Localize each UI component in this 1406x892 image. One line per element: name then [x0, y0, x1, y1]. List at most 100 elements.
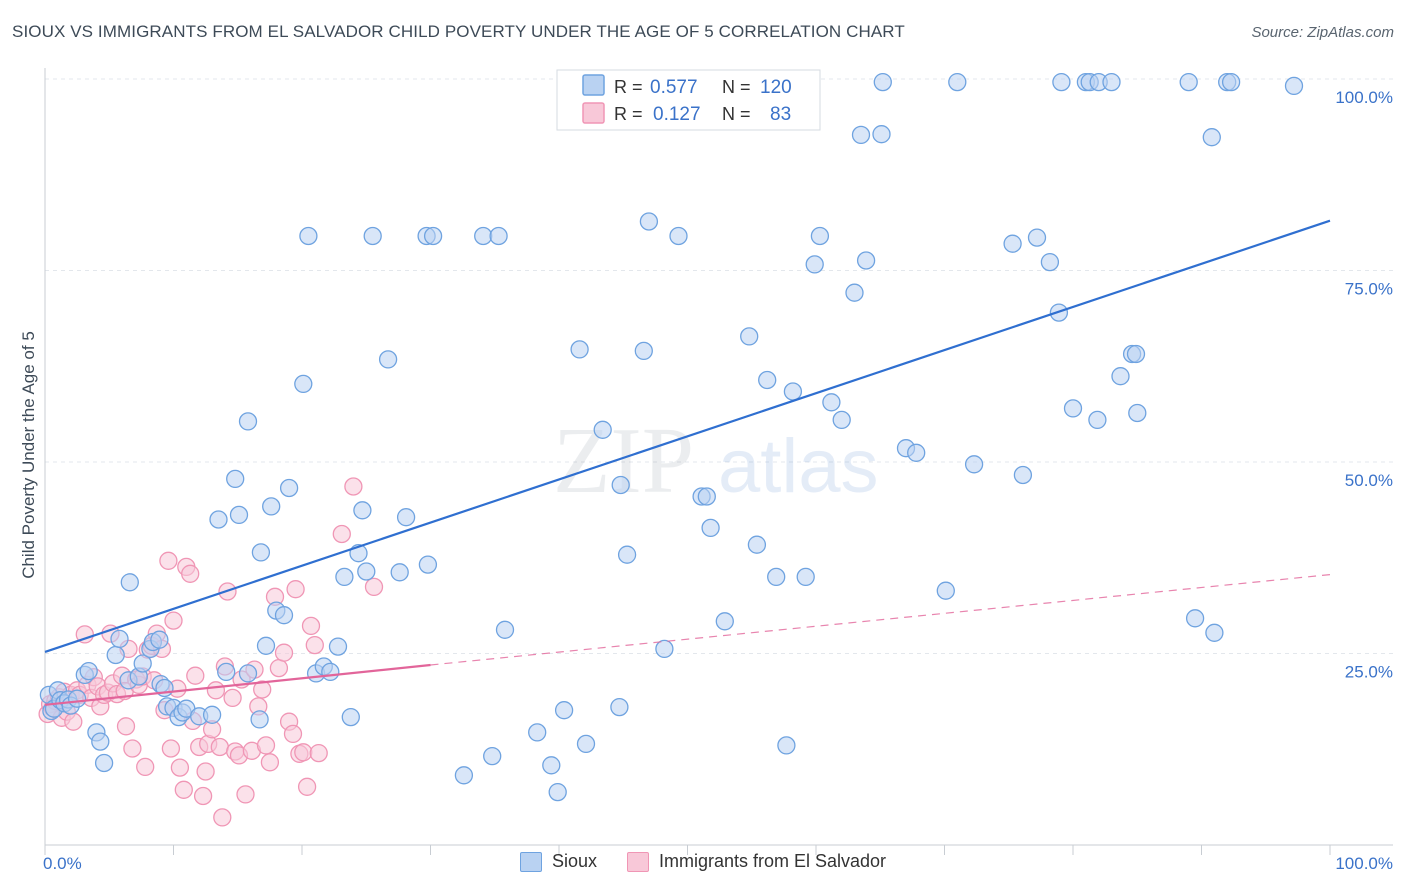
sioux-point-107 — [1003, 234, 1022, 253]
sioux-point-94 — [810, 226, 830, 246]
y-tick-label-3: 100.0% — [1335, 88, 1393, 107]
immigrants-point-25 — [116, 717, 136, 736]
immigrants-point-31 — [136, 757, 155, 777]
sioux-point-92 — [796, 567, 815, 587]
immigrants-point-77 — [297, 777, 317, 796]
sioux-point-78 — [634, 341, 653, 361]
sioux-point-8 — [67, 689, 87, 708]
sioux-point-119 — [1111, 367, 1130, 386]
sioux-point-88 — [758, 370, 777, 390]
series-legend: Sioux Immigrants from El Salvador — [0, 851, 1406, 872]
sioux-point-66 — [489, 226, 508, 246]
sioux-point-100 — [872, 125, 891, 144]
immigrants-point-12 — [75, 625, 94, 644]
immigrants-point-54 — [210, 737, 229, 757]
legend-label-sioux: Sioux — [551, 851, 597, 871]
y-tick-labels: 25.0% 50.0% 75.0% 100.0% — [1335, 88, 1393, 682]
chart-title: SIOUX VS IMMIGRANTS FROM EL SALVADOR CHI… — [12, 22, 905, 41]
legend-item-immigrants[interactable]: Immigrants from El Salvador — [626, 851, 886, 872]
sioux-point-57 — [378, 350, 398, 369]
immigrants-point-73 — [283, 724, 303, 744]
sioux-point-122 — [1128, 403, 1147, 423]
watermark-zip: ZIP — [553, 409, 694, 513]
sioux-point-125 — [1202, 128, 1221, 147]
immigrants-point-78 — [301, 616, 321, 636]
immigrants-point-80 — [309, 743, 328, 763]
sioux-point-61 — [418, 555, 438, 574]
y-axis-label: Child Poverty Under the Age of 5 — [19, 331, 38, 579]
sioux-point-34 — [226, 469, 245, 489]
sioux-point-49 — [321, 662, 340, 682]
immigrants-point-45 — [181, 564, 200, 583]
sioux-point-39 — [251, 543, 271, 562]
legend-n-value-2: 83 — [770, 104, 791, 125]
sioux-point-112 — [1052, 72, 1071, 92]
sioux-point-99 — [856, 251, 876, 270]
immigrants-point-38 — [159, 551, 178, 570]
sioux-point-69 — [542, 756, 561, 775]
immigrants-point-42 — [170, 758, 190, 777]
sioux-point-36 — [238, 664, 258, 683]
sioux-point-13 — [94, 753, 114, 773]
legend-color-sioux — [519, 851, 542, 872]
legend-item-sioux[interactable]: Sioux — [519, 851, 597, 872]
sioux-point-12 — [91, 732, 110, 751]
sioux-point-15 — [110, 629, 129, 649]
legend-n-value-1: 120 — [760, 77, 792, 98]
sioux-point-58 — [390, 563, 409, 582]
sioux-point-51 — [335, 567, 354, 587]
sioux-point-89 — [767, 567, 786, 587]
watermark-atlas: atlas — [718, 424, 879, 509]
immigrants-point-74 — [286, 580, 305, 599]
sioux-point-70 — [548, 782, 567, 802]
immigrants-point-55 — [213, 808, 232, 827]
immigrants-point-47 — [186, 666, 205, 685]
sioux-point-121 — [1126, 344, 1146, 364]
sioux-point-98 — [851, 125, 871, 145]
sioux-point-84 — [701, 518, 720, 538]
sioux-point-91 — [783, 382, 803, 401]
immigrants-trend-line — [44, 663, 431, 706]
y-tick-label-2: 75.0% — [1345, 280, 1393, 299]
y-tick-label-1: 50.0% — [1345, 471, 1393, 490]
x-tick-label-0: 0.0% — [43, 854, 82, 873]
immigrants-point-81 — [332, 524, 351, 544]
legend-swatch-immigrants — [582, 102, 605, 124]
sioux-point-90 — [777, 736, 796, 755]
sioux-point-62 — [423, 226, 443, 246]
sioux-point-87 — [747, 535, 767, 554]
legend-r-label-2: R = — [614, 104, 643, 124]
immigrants-point-43 — [174, 780, 193, 799]
immigrants-point-53 — [206, 681, 226, 700]
sioux-point-59 — [396, 508, 416, 527]
sioux-point-83 — [697, 487, 716, 506]
trend-lines — [44, 219, 1331, 706]
sioux-point-75 — [610, 697, 629, 717]
sioux-point-14 — [106, 645, 125, 665]
immigrants-point-62 — [236, 785, 255, 804]
sioux-point-95 — [822, 393, 841, 412]
legend-r-label-1: R = — [614, 77, 643, 97]
sioux-point-73 — [576, 734, 596, 754]
series-sioux-points — [39, 72, 1304, 802]
sioux-point-124 — [1185, 609, 1205, 628]
sioux-point-68 — [528, 723, 547, 742]
immigrants-point-58 — [223, 688, 242, 708]
sioux-point-103 — [907, 443, 926, 462]
gridlines — [45, 78, 1393, 654]
legend-r-value-2: 0.127 — [653, 104, 701, 125]
immigrants-point-70 — [269, 658, 289, 678]
sioux-point-46 — [299, 226, 318, 246]
watermark: ZIP atlas — [553, 409, 879, 513]
immigrants-point-39 — [161, 739, 181, 758]
sioux-point-17 — [120, 573, 139, 592]
sioux-point-37 — [238, 412, 258, 431]
immigrants-point-76 — [294, 743, 313, 762]
sioux-point-105 — [948, 72, 967, 92]
sioux-point-96 — [832, 410, 851, 430]
sioux-point-86 — [740, 327, 759, 346]
immigrants-point-71 — [274, 643, 294, 662]
sioux-point-97 — [845, 283, 864, 302]
sioux-point-106 — [964, 455, 984, 474]
sioux-point-32 — [209, 510, 228, 529]
